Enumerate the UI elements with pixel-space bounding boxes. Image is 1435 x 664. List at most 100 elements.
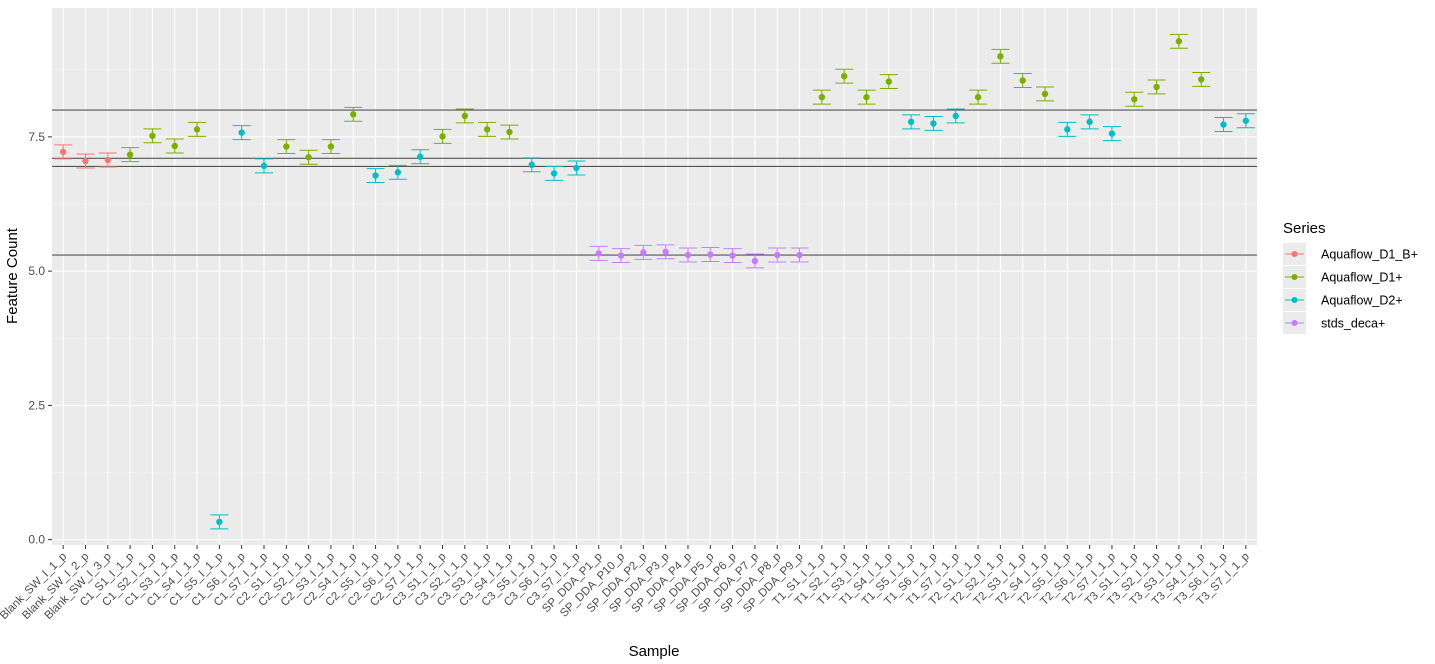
data-point [1242,117,1250,124]
data-point-group [500,124,519,140]
data-point [930,120,937,127]
data-point [796,251,803,259]
data-point [528,161,535,169]
data-point [439,133,446,140]
data-point-group [879,74,898,90]
data-point [1086,118,1093,126]
data-point-group [723,248,742,264]
data-point [1153,83,1160,91]
data-point-group [522,157,541,173]
data-point-group [946,108,965,124]
data-point [260,162,268,170]
data-point [952,112,959,120]
data-point [1108,130,1116,137]
data-point-group [54,144,73,160]
reference-lines [52,109,1257,256]
legend-label: stds_deca+ [1321,317,1385,331]
y-axis-ticks: 0.0 2.5 5.0 7.5 [28,130,52,547]
data-point [662,248,669,255]
data-point-group [612,248,631,264]
legend-item: stds_deca+ [1283,312,1385,334]
data-point [394,169,402,176]
data-point [350,111,357,118]
data-point [840,72,848,80]
x-axis-title: Sample [629,643,680,660]
legend-label: Aquaflow_D1_B+ [1321,248,1418,262]
data-point [1064,126,1071,133]
data-point-group [1013,73,1032,88]
y-axis-title: Feature Count [4,227,21,324]
legend-label: Aquaflow_D2+ [1321,294,1403,308]
x-axis-ticks: Blank_SW_I_1_pBlank_SW_I_2_pBlank_SW_I_3… [0,545,1252,622]
legend-key-point [1291,320,1298,326]
legend: Series Aquaflow_D1_B+Aquaflow_D1+Aquaflo… [1283,220,1418,334]
data-point-group [388,164,407,180]
data-point [818,93,826,101]
data-point [416,153,424,160]
data-point-group [210,514,229,530]
plot-background [52,8,1257,545]
data-point [550,170,558,177]
data-point [707,251,714,258]
data-point [1131,96,1138,103]
data-point-group [857,89,876,105]
data-point-group [1125,91,1144,107]
y-tick-label: 2.5 [28,398,45,412]
data-point-group [545,165,564,181]
data-point [774,251,781,259]
data-point-group [1058,121,1077,137]
legend-label: Aquaflow_D1+ [1321,271,1403,285]
data-point [617,252,625,259]
data-point [640,249,647,256]
data-point-group [567,160,586,176]
legend-key-point [1291,274,1298,280]
legend-item: Aquaflow_D1+ [1283,266,1403,288]
data-point [751,257,759,265]
data-point [238,129,245,136]
data-point [1198,76,1205,83]
data-point-group [678,247,697,263]
data-point [171,142,178,150]
y-tick-label: 7.5 [28,130,45,144]
grid [52,8,1257,545]
data-point-group [924,115,943,131]
data-point-group [1036,86,1055,102]
data-point-group [455,108,474,124]
data-point-group [1102,126,1121,142]
data-point [997,53,1004,60]
legend-item: Aquaflow_D2+ [1283,289,1403,311]
data-point-group [969,89,988,105]
data-point-group [299,149,318,165]
data-point-group [478,121,497,137]
data-point-group [165,138,184,154]
legend-keys: Aquaflow_D1_B+ Aquaflow_D1+ Aquaflow_D2+st… [1283,243,1418,334]
data-point [729,252,736,259]
data-point-group [1147,79,1166,95]
data-point [907,118,915,126]
data-point-group [344,106,363,122]
data-point [1220,121,1227,128]
data-points [54,33,1255,530]
data-point-group [1169,33,1188,49]
data-point-group [411,149,430,165]
data-point-group [254,158,273,174]
data-point [1175,38,1183,45]
legend-title: Series [1283,220,1326,237]
data-point [283,143,290,150]
data-point-group [656,244,675,260]
data-point [684,251,692,259]
data-point-group [188,121,207,137]
data-point-group [768,247,787,263]
data-point-group [1214,117,1233,133]
data-point-group [98,152,117,168]
data-point [885,78,893,85]
data-point-group [121,147,140,163]
data-point-group [1192,71,1211,87]
data-point-group [812,89,831,105]
data-point-group [745,253,764,269]
data-point-group [634,244,653,260]
legend-item: Aquaflow_D1_B+ [1283,243,1418,265]
data-point [126,151,134,158]
data-point-group [232,125,251,141]
